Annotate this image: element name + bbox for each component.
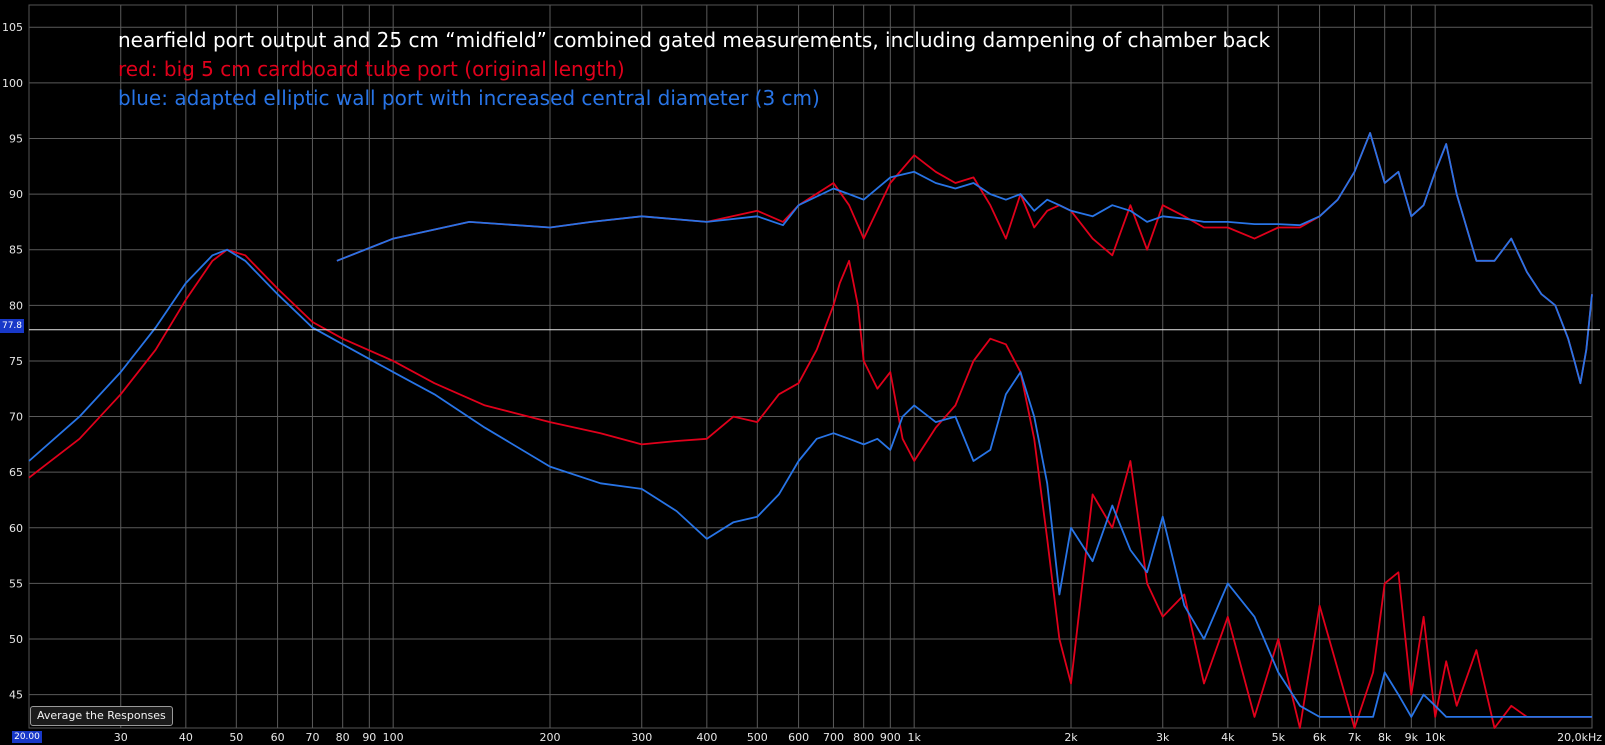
x-tick-label: 20,0kHz — [1557, 731, 1602, 744]
x-tick-label: 700 — [823, 731, 844, 744]
x-axis-ticks: 30 40 50 60 70 80 90 100 200 300 400 500 600 700 800 90… — [114, 731, 1602, 744]
y-tick-label: 50 — [9, 633, 23, 646]
y-tick-label: 60 — [9, 522, 23, 535]
x-tick-label: 30 — [114, 731, 128, 744]
x-tick-label: 6k — [1313, 731, 1327, 744]
x-tick-label: 300 — [631, 731, 652, 744]
y-tick-label: 70 — [9, 411, 23, 424]
x-tick-label: 70 — [305, 731, 319, 744]
y-tick-label: 95 — [9, 132, 23, 145]
x-tick-label: 2k — [1064, 731, 1078, 744]
x-tick-label: 60 — [271, 731, 285, 744]
x-tick-label: 600 — [788, 731, 809, 744]
y-tick-label: 100 — [2, 77, 23, 90]
x-tick-label: 200 — [540, 731, 561, 744]
annotation-line-0: nearfield port output and 25 cm “midfiel… — [118, 28, 1270, 52]
x-tick-label: 7k — [1348, 731, 1362, 744]
x-tick-label: 1k — [907, 731, 921, 744]
series-group — [28, 131, 1593, 729]
x-tick-label: 900 — [880, 731, 901, 744]
series-line-0 — [28, 248, 1592, 729]
x-tick-label: 800 — [853, 731, 874, 744]
grid — [28, 4, 1593, 729]
x-tick-label: 80 — [336, 731, 350, 744]
annotation-line-1: red: big 5 cm cardboard tube port (origi… — [118, 57, 625, 81]
x-tick-label: 9k — [1405, 731, 1419, 744]
x-tick-label: 400 — [696, 731, 717, 744]
y-tick-label: 105 — [2, 21, 23, 34]
y-tick-label: 65 — [9, 466, 23, 479]
x-tick-label: 8k — [1378, 731, 1392, 744]
series-line-1 — [28, 248, 1592, 718]
x-tick-label: 500 — [747, 731, 768, 744]
x-tick-label: 40 — [179, 731, 193, 744]
average-responses-button[interactable]: Average the Responses — [30, 706, 173, 726]
y-tick-label: 80 — [9, 299, 23, 312]
y-tick-label: 55 — [9, 577, 23, 590]
x-tick-label: 3k — [1156, 731, 1170, 744]
y-tick-label: 75 — [9, 355, 23, 368]
annotation-line-2: blue: adapted elliptic wall port with in… — [118, 86, 820, 110]
y-axis-ticks: 45 50 55 60 65 70 75 80 85 90 95 100 105 — [2, 21, 23, 701]
x-tick-label: 90 — [362, 731, 376, 744]
x-tick-label: 4k — [1221, 731, 1235, 744]
y-cursor-readout: 77.8 — [0, 319, 24, 333]
y-tick-label: 90 — [9, 188, 23, 201]
y-tick-label: 85 — [9, 244, 23, 257]
x-tick-label: 5k — [1272, 731, 1286, 744]
plot-frame — [28, 4, 1593, 729]
x-cursor-readout: 20.00 — [12, 731, 42, 743]
x-tick-label: 10k — [1425, 731, 1446, 744]
x-tick-label: 50 — [229, 731, 243, 744]
series-line-3 — [336, 131, 1593, 385]
y-tick-label: 45 — [9, 689, 23, 702]
x-tick-label: 100 — [383, 731, 404, 744]
annotations: nearfield port output and 25 cm “midfiel… — [118, 28, 1270, 110]
